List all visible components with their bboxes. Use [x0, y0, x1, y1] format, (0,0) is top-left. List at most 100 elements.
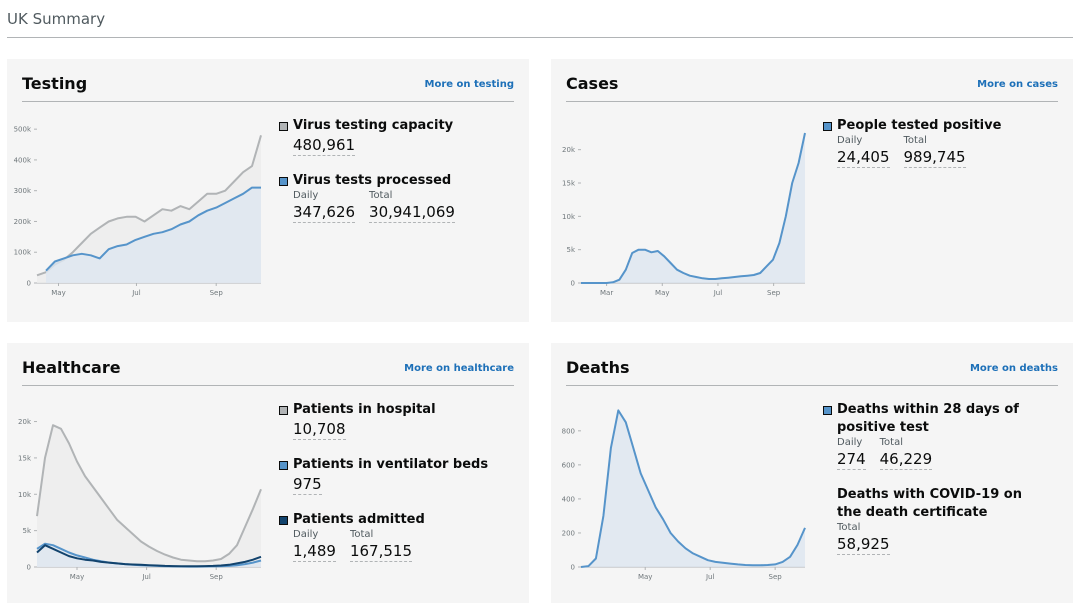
metric-item: Total 58,925 — [837, 522, 890, 555]
metric-label: Daily — [293, 190, 319, 201]
metric-label: Total — [349, 529, 374, 540]
y-tick-label: 5k — [22, 527, 31, 535]
metric: Patients admitted Daily 1,489 Total 167,515 — [278, 511, 503, 562]
x-tick-label: Jul — [141, 573, 151, 581]
y-tick-label: 15k — [18, 454, 32, 462]
metric-name-text: Patients in hospital — [293, 402, 436, 417]
panel-link[interactable]: More on healthcare — [404, 363, 514, 374]
chart: 0 5k 10k 15k 20k Mar May Jul Sep — [562, 132, 806, 297]
panel-divider — [22, 101, 514, 102]
y-tick-label: 20k — [562, 146, 576, 154]
metric-item: 975 — [293, 474, 322, 495]
metric-label: Total — [879, 437, 903, 448]
metrics: Deaths within 28 days of positive test Da… — [822, 401, 1047, 571]
y-tick-label: 5k — [566, 246, 575, 254]
metric-value: 46,229 — [879, 450, 933, 470]
series-line — [36, 544, 262, 568]
metric-item: Total 30,941,069 — [369, 190, 455, 223]
y-tick-label: 0 — [27, 280, 31, 288]
metric: People tested positive Daily 24,405 Total 98… — [822, 117, 1047, 168]
metric-items: 480,961 — [278, 135, 503, 156]
panel-link[interactable]: More on deaths — [969, 363, 1058, 374]
metric: Deaths within 28 days of positive test Da… — [822, 401, 1047, 470]
metric-name: Deaths with COVID-19 on the death certif… — [822, 486, 1047, 522]
metric-value: 480,961 — [293, 136, 356, 156]
y-tick-label: 600 — [562, 461, 575, 469]
x-tick-label: May — [70, 573, 84, 581]
page-title: UK Summary — [7, 10, 106, 28]
panel-divider — [22, 385, 514, 386]
metrics: People tested positive Daily 24,405 Total 98… — [822, 117, 1047, 184]
y-tick-label: 200k — [14, 218, 32, 226]
metric-name: Patients admitted — [278, 511, 503, 529]
x-tick-label: May — [655, 289, 669, 297]
metric-item: Total 989,745 — [903, 135, 966, 168]
metric-value: 1,489 — [293, 542, 336, 562]
series-line — [581, 132, 806, 284]
y-tick-label: 20k — [18, 418, 32, 426]
x-tick-label: May — [638, 573, 652, 581]
panel-title: Testing — [22, 74, 88, 93]
metric: Patients in hospital 10,708 — [278, 401, 503, 440]
x-tick-label: Sep — [769, 573, 783, 581]
metric-label: Total — [903, 135, 927, 146]
panel-divider — [566, 385, 1058, 386]
metric-label: Total — [837, 522, 861, 533]
metric-item: Daily 347,626 — [293, 190, 356, 223]
x-tick-label: May — [51, 289, 65, 297]
metric-items: Daily 1,489 Total 167,515 — [278, 529, 503, 562]
series-line — [36, 424, 262, 563]
panel-title: Healthcare — [22, 358, 121, 377]
chart: 0 100k 200k 300k 400k 500k May Jul Sep — [14, 126, 262, 297]
metric-name-text: Patients in ventilator beds — [293, 457, 489, 472]
panel: Cases More on cases 0 5k 10k 15k 20k Mar May Jul S… — [551, 59, 1073, 322]
panel-link[interactable]: More on cases — [977, 79, 1058, 90]
metric-items: Daily 24,405 Total 989,745 — [822, 135, 1047, 168]
metric-name: Virus tests processed — [278, 172, 503, 190]
panel: Deaths More on deaths 0 200 400 600 800 May Jul S… — [551, 343, 1073, 603]
metric-items: 10,708 — [278, 419, 503, 440]
metrics: Patients in hospital 10,708 Patients in ve… — [278, 401, 503, 578]
legend-swatch — [279, 406, 288, 415]
metric-items: Daily 274 Total 46,229 — [822, 437, 1047, 470]
y-tick-label: 200 — [562, 529, 575, 537]
metric-items: Total 58,925 — [822, 522, 1047, 555]
metric: Patients in ventilator beds 975 — [278, 456, 503, 495]
x-tick-label: Jul — [131, 289, 141, 297]
series-line — [36, 135, 262, 277]
y-tick-label: 300k — [14, 187, 32, 195]
metric-value: 989,745 — [903, 148, 966, 168]
metric-name-text: Deaths within 28 days of positive test — [837, 402, 1019, 435]
x-tick-label: Sep — [210, 289, 224, 297]
x-tick-label: Mar — [600, 289, 613, 297]
metric: Virus testing capacity 480,961 — [278, 117, 503, 156]
y-tick-label: 500k — [14, 126, 32, 134]
metric-value: 975 — [293, 475, 322, 495]
panel-link[interactable]: More on testing — [424, 79, 515, 90]
metric-name: Patients in ventilator beds — [278, 456, 503, 474]
series-line — [580, 409, 806, 568]
legend-swatch — [279, 461, 288, 470]
metric-label: Daily — [293, 529, 319, 540]
panel-divider — [566, 101, 1058, 102]
metric-value: 30,941,069 — [369, 203, 455, 223]
metric-items: Daily 347,626 Total 30,941,069 — [278, 190, 503, 223]
series-area — [37, 425, 261, 567]
y-tick-label: 800 — [562, 427, 575, 435]
divider — [7, 37, 1073, 38]
metric-label: Daily — [837, 135, 863, 146]
y-tick-label: 10k — [18, 491, 32, 499]
metric-label: Daily — [837, 437, 863, 448]
metric-name: Patients in hospital — [278, 401, 503, 419]
metric-name: Virus testing capacity — [278, 117, 503, 135]
series-area — [581, 133, 805, 283]
metric-item: 10,708 — [293, 419, 346, 440]
metric-item: Daily 24,405 — [837, 135, 890, 168]
y-tick-label: 400 — [562, 495, 575, 503]
series-line — [45, 186, 261, 272]
metric-value: 10,708 — [293, 420, 346, 440]
x-tick-label: Sep — [767, 289, 781, 297]
metric-value: 347,626 — [293, 203, 356, 223]
metric-name-text: Virus testing capacity — [293, 118, 454, 133]
panel-title: Cases — [566, 74, 619, 93]
